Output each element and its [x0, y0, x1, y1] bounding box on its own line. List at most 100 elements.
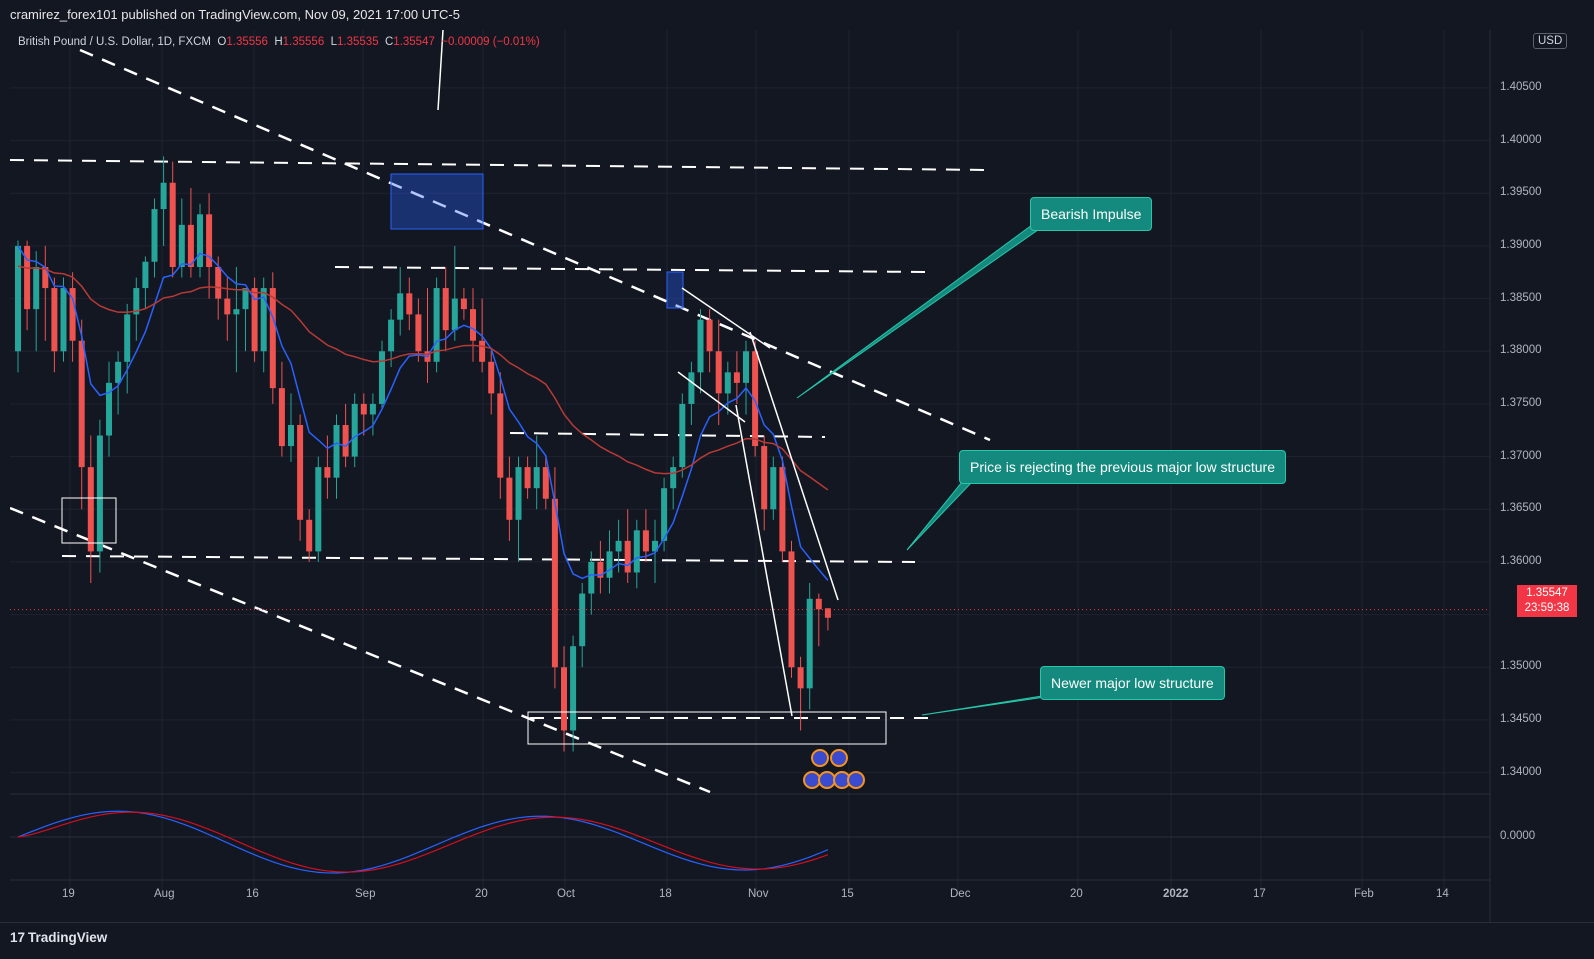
candle-body	[333, 425, 340, 478]
candle-body	[724, 372, 731, 394]
level-137000	[509, 432, 826, 438]
resistance-level-138500	[334, 266, 926, 273]
candle-body	[151, 209, 158, 262]
candle-body	[278, 388, 285, 447]
candle-body	[187, 224, 194, 267]
currency-selector[interactable]: USD	[1533, 33, 1568, 49]
candle-body	[470, 309, 476, 341]
candle-body	[124, 314, 131, 362]
time-tick-label: 20	[475, 888, 488, 900]
candle-body	[33, 267, 40, 310]
candle-body	[442, 288, 449, 331]
footer-bar	[0, 922, 1594, 959]
candle-body	[788, 551, 795, 668]
candle-body	[42, 267, 49, 289]
candle-body	[515, 467, 522, 520]
candle-body	[233, 309, 240, 315]
candle-body	[251, 288, 258, 352]
candle-body	[260, 288, 267, 352]
chart-frame[interactable]	[10, 30, 1517, 922]
resistance-level-139500	[10, 159, 991, 171]
descending-trendline-lower	[10, 506, 711, 794]
price-tick-label: 1.34000	[1500, 765, 1542, 778]
candle-body	[506, 477, 513, 520]
open-label: O	[217, 36, 227, 48]
candle-body	[324, 467, 331, 478]
time-tick-label: Feb	[1354, 888, 1374, 900]
candle-body	[415, 314, 422, 352]
previous-low-box	[61, 497, 117, 544]
pointer-rejecting-low	[906, 481, 974, 551]
low-label: L	[330, 36, 338, 48]
symbol-legend: British Pound / U.S. Dollar, 1D, FXCM O1…	[18, 36, 540, 48]
candle-body	[570, 646, 577, 731]
price-tick-label: 1.37500	[1500, 396, 1542, 409]
time-tick-label: Aug	[154, 888, 175, 900]
candle-body	[96, 435, 103, 552]
candle-body	[706, 319, 713, 352]
candle-body	[588, 561, 595, 594]
time-tick-label: 18	[659, 888, 672, 900]
candle-body	[24, 245, 31, 310]
published-header: cramirez_forex101 published on TradingVi…	[0, 0, 1594, 30]
osc-tick-label: 0.0000	[1500, 830, 1536, 842]
candle-body	[551, 498, 558, 668]
candle-body	[642, 530, 649, 552]
candle-body	[351, 403, 358, 457]
economic-event-icon	[803, 771, 821, 789]
candle-body	[160, 182, 167, 210]
candle-body	[561, 667, 567, 731]
candle-body	[633, 530, 640, 573]
time-tick-label: 14	[1436, 888, 1449, 900]
pointer-bearish-impulse	[796, 224, 1047, 399]
pointer-newer-low	[921, 695, 1053, 716]
candle-body	[761, 446, 768, 510]
tradingview-brand: TradingView	[28, 930, 108, 945]
time-tick-label: Dec	[950, 888, 971, 900]
tradingview-mark-icon: 17	[10, 930, 26, 945]
candle-body	[524, 467, 531, 489]
candle-body	[51, 288, 58, 352]
time-tick-label: Nov	[748, 888, 769, 900]
candle-body	[297, 425, 304, 520]
candle-body	[479, 340, 486, 362]
close-label: C	[384, 36, 394, 48]
time-tick-label: 15	[841, 888, 854, 900]
candle-body	[197, 214, 203, 267]
candle-body	[688, 372, 695, 404]
callout-bearish-impulse[interactable]: Bearish Impulse	[1030, 197, 1153, 231]
economic-event-icon	[847, 771, 865, 789]
candle-body	[460, 298, 467, 310]
candle-body	[697, 319, 704, 373]
channel-line-lower	[677, 371, 746, 423]
stoch-k-line	[17, 810, 829, 874]
candle-body	[178, 224, 185, 267]
candle-body	[369, 403, 376, 415]
candle-body	[242, 288, 249, 310]
candle-body	[269, 288, 276, 389]
descending-trendline-upper	[79, 48, 991, 442]
candle-body	[60, 288, 67, 352]
candle-body	[670, 467, 677, 489]
time-tick-label: 20	[1070, 888, 1083, 900]
price-tick-label: 1.37000	[1500, 449, 1542, 462]
previous-major-low-level	[61, 555, 916, 563]
price-tick-label: 1.40000	[1500, 133, 1542, 146]
supply-zone-box	[390, 173, 484, 230]
candle-body	[133, 288, 140, 315]
price-tick-label: 1.38000	[1500, 344, 1542, 357]
candle-body	[652, 540, 658, 552]
candle-body	[579, 593, 586, 647]
ema-slow-line	[17, 265, 829, 491]
callout-newer-low[interactable]: Newer major low structure	[1040, 666, 1225, 700]
tradingview-logo[interactable]: 17 TradingView	[10, 930, 107, 945]
time-tick-label: 16	[246, 888, 259, 900]
candle-body	[69, 288, 76, 341]
time-tick-label: Sep	[355, 888, 376, 900]
candle-body	[824, 608, 831, 618]
low-value: 1.35535	[337, 36, 379, 48]
price-chart[interactable]	[10, 30, 1517, 922]
price-tick-label: 1.35000	[1500, 660, 1542, 673]
price-tick-label: 1.36000	[1500, 554, 1542, 567]
callout-rejecting-low[interactable]: Price is rejecting the previous major lo…	[959, 450, 1287, 484]
